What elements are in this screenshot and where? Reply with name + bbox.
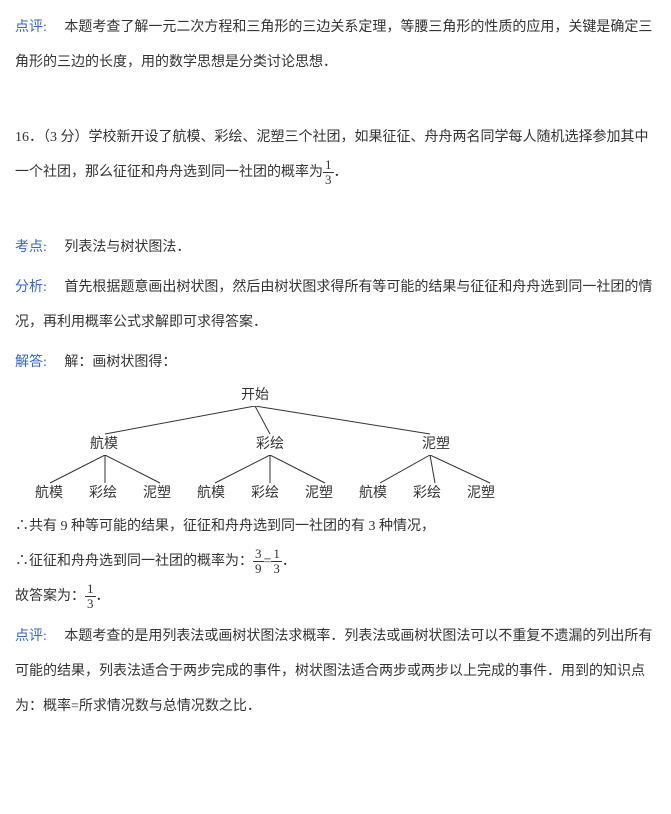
kaodian-label: 考点: bbox=[15, 240, 47, 255]
tree-lines-2 bbox=[35, 455, 515, 485]
tree-root: 开始 bbox=[241, 388, 269, 403]
q16-text-after: ． bbox=[334, 165, 348, 180]
jieda-frac2b: 13 bbox=[271, 547, 282, 577]
tree-diagram: 开始 航模 彩绘 泥塑 航模 bbox=[75, 385, 656, 504]
tree-l2-4: 彩绘 bbox=[251, 483, 279, 504]
question-16: 16．（3 分）学校新开设了航模、彩绘、泥塑三个社团，如果征征、舟舟两名同学每人… bbox=[15, 120, 656, 190]
jieda-text3-after: ． bbox=[96, 589, 110, 604]
fenxi-block: 分析: 首先根据题意画出树状图，然后由树状图求得所有等可能的结果与征征和舟舟选到… bbox=[15, 270, 656, 340]
tree-l1-1: 彩绘 bbox=[256, 434, 284, 455]
jieda-line2: ∴征征和舟舟选到同一社团的概率为：39=13． bbox=[15, 544, 656, 579]
tree-l2-0: 航模 bbox=[35, 483, 63, 504]
tree-lines-1 bbox=[75, 406, 495, 436]
dianping-block: 点评: 本题考查的是用列表法或画树状图法求概率．列表法或画树状图法可以不重复不遗… bbox=[15, 619, 656, 724]
tree-l2-8: 泥塑 bbox=[467, 483, 495, 504]
tree-l2-3: 航模 bbox=[197, 483, 225, 504]
jieda-eq: = bbox=[264, 554, 272, 569]
jieda-text2-after: ． bbox=[282, 554, 296, 569]
tree-level1: 航模 彩绘 泥塑 bbox=[75, 434, 495, 455]
jieda-intro: 解：画树状图得： bbox=[64, 355, 176, 370]
tree-l2-1: 彩绘 bbox=[89, 483, 117, 504]
jieda-line3: 故答案为：13． bbox=[15, 579, 656, 614]
jieda-label: 解答: bbox=[15, 355, 47, 370]
tree-root-row: 开始 bbox=[75, 385, 435, 406]
kaodian-block: 考点: 列表法与树状图法． bbox=[15, 230, 656, 265]
comment-label: 点评: bbox=[15, 20, 47, 35]
dianping-label: 点评: bbox=[15, 629, 47, 644]
q16-number: 16．（3 分） bbox=[15, 130, 89, 145]
jieda-text2-before: ∴征征和舟舟选到同一社团的概率为： bbox=[15, 554, 253, 569]
tree-level2: 航模 彩绘 泥塑 航模 彩绘 泥塑 航模 彩绘 泥塑 bbox=[35, 483, 495, 504]
tree-l2-6: 航模 bbox=[359, 483, 387, 504]
jieda-text3-before: 故答案为： bbox=[15, 589, 85, 604]
q16-fraction: 13 bbox=[323, 158, 334, 188]
jieda-block: 解答: 解：画树状图得： 开始 航模 彩绘 泥塑 bbox=[15, 345, 656, 614]
dianping-text: 本题考查的是用列表法或画树状图法求概率．列表法或画树状图法可以不重复不遗漏的列出… bbox=[15, 629, 652, 714]
tree-l1-2: 泥塑 bbox=[422, 434, 450, 455]
fenxi-label: 分析: bbox=[15, 280, 47, 295]
tree-l2-5: 泥塑 bbox=[305, 483, 333, 504]
comment-text: 本题考查了解一元二次方程和三角形的三边关系定理，等腰三角形的性质的应用，关键是确… bbox=[15, 20, 652, 70]
jieda-text1: ∴共有 9 种等可能的结果，征征和舟舟选到同一社团的有 3 种情况， bbox=[15, 509, 656, 544]
kaodian-text: 列表法与树状图法． bbox=[64, 240, 190, 255]
jieda-frac3: 13 bbox=[85, 582, 96, 612]
comment-prev-block: 点评: 本题考查了解一元二次方程和三角形的三边关系定理，等腰三角形的性质的应用，… bbox=[15, 10, 656, 80]
fenxi-text: 首先根据题意画出树状图，然后由树状图求得所有等可能的结果与征征和舟舟选到同一社团… bbox=[15, 280, 652, 330]
tree-l2-7: 彩绘 bbox=[413, 483, 441, 504]
tree-l2-2: 泥塑 bbox=[143, 483, 171, 504]
tree-l1-0: 航模 bbox=[90, 434, 118, 455]
jieda-frac2a: 39 bbox=[253, 547, 264, 577]
